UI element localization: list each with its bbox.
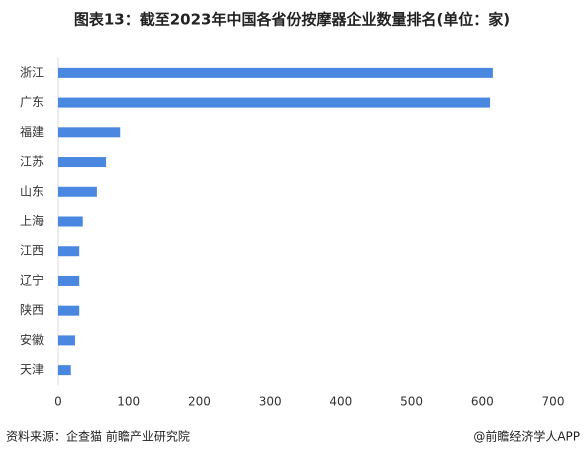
x-tick-label: 0 xyxy=(54,395,62,409)
y-tick-label: 江苏 xyxy=(20,155,44,169)
y-tick-label: 山东 xyxy=(20,184,44,198)
bar xyxy=(58,246,80,257)
y-tick-label: 浙江 xyxy=(20,65,44,79)
credit-note: @前瞻经济学人APP xyxy=(473,429,580,444)
y-tick-label: 福建 xyxy=(20,124,44,139)
bar xyxy=(58,157,107,168)
x-tick-label: 600 xyxy=(471,395,494,409)
y-tick-label: 上海 xyxy=(20,213,44,228)
bar xyxy=(58,127,121,138)
bar xyxy=(58,186,97,197)
y-tick-label: 广东 xyxy=(20,95,44,109)
bar xyxy=(58,275,80,286)
x-tick-label: 300 xyxy=(259,395,282,409)
bar xyxy=(58,305,80,316)
bar xyxy=(58,335,75,346)
x-tick-label: 400 xyxy=(329,395,352,409)
x-tick-label: 100 xyxy=(117,395,140,409)
y-tick-label: 辽宁 xyxy=(20,272,44,287)
y-tick-label: 陕西 xyxy=(20,302,44,317)
x-tick-label: 200 xyxy=(188,395,211,409)
x-tick-label: 700 xyxy=(542,395,565,409)
y-tick-label: 安徽 xyxy=(20,332,44,347)
bar xyxy=(58,97,491,108)
bar xyxy=(58,365,71,376)
source-note: 资料来源：企查猫 前瞻产业研究院 xyxy=(6,429,190,444)
y-tick-label: 江西 xyxy=(20,244,44,258)
x-tick-label: 500 xyxy=(400,395,423,409)
bar xyxy=(58,216,83,227)
y-tick-label: 天津 xyxy=(20,363,44,377)
bar xyxy=(58,67,493,78)
chart-title: 图表13：截至2023年中国各省份按摩器企业数量排名(单位：家) xyxy=(74,11,510,29)
